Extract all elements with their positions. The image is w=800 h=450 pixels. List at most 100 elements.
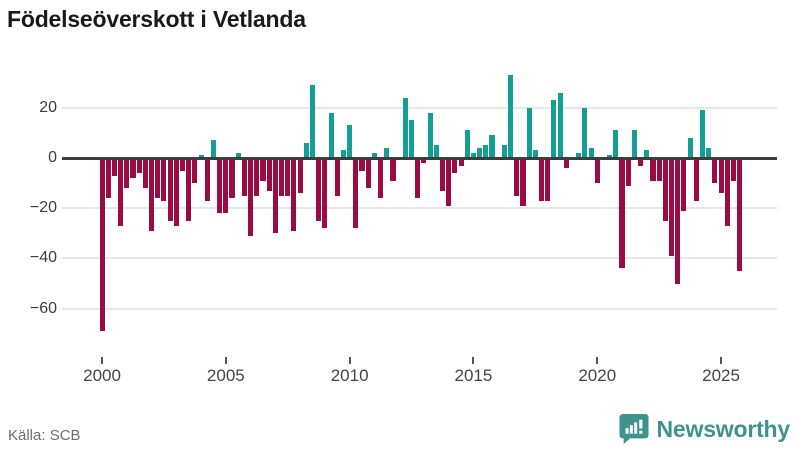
bar-2014-q4 — [464, 130, 470, 158]
bar-2005-q2 — [229, 158, 235, 199]
x-axis-tick-label: 2015 — [454, 366, 493, 385]
bar-2006-q4 — [266, 158, 272, 191]
bar-2020-q4 — [613, 130, 619, 158]
bar-2024-q3 — [706, 147, 712, 158]
bar-2012-q3 — [409, 120, 415, 158]
bar-2010-q3 — [359, 158, 365, 171]
bar-2022-q4 — [662, 158, 668, 221]
x-axis-tick — [596, 357, 599, 364]
gridline-y-60 — [62, 307, 777, 310]
bar-2012-q2 — [402, 97, 408, 158]
bar-2018-q3 — [557, 92, 563, 158]
bar-2008-q3 — [309, 85, 316, 158]
x-axis-tick-label: 2005 — [206, 366, 245, 385]
bar-2009-q2 — [328, 112, 334, 158]
bar-2011-q4 — [390, 158, 396, 181]
bar-2025-q2 — [724, 158, 730, 226]
bar-2024-q4 — [712, 158, 718, 184]
bar-2008-q2 — [303, 142, 309, 158]
bar-2019-q2 — [576, 152, 582, 158]
bar-2012-q4 — [415, 158, 421, 199]
x-axis-tick-label: 2020 — [578, 366, 617, 385]
bar-2022-q2 — [650, 158, 656, 181]
bar-2023-q2 — [675, 158, 681, 284]
bar-2016-q2 — [501, 145, 507, 158]
bar-2024-q2 — [699, 110, 706, 158]
bar-2007-q2 — [279, 158, 285, 196]
brand-lockup: Newsworthy — [618, 413, 791, 445]
y-axis-tick-label: −40 — [29, 249, 57, 267]
bar-2019-q4 — [588, 147, 594, 158]
zero-axis-line — [62, 156, 777, 160]
bar-2014-q1 — [446, 158, 452, 206]
bar-2001-q2 — [130, 158, 136, 179]
bar-2004-q4 — [217, 158, 223, 214]
bar-2017-q4 — [538, 158, 545, 201]
gridline-y-40 — [62, 257, 777, 260]
bar-2009-q4 — [340, 150, 346, 158]
bar-2008-q1 — [297, 158, 303, 194]
chart-title: Födelseöverskott i Vetlanda — [7, 6, 306, 32]
bar-2002-q1 — [149, 158, 155, 231]
bar-2000-q3 — [111, 158, 117, 176]
bar-2025-q1 — [718, 158, 724, 194]
source-label: Källa: SCB — [8, 427, 81, 444]
bar-2001-q3 — [136, 158, 142, 174]
x-axis-tick-label: 2000 — [83, 366, 121, 385]
brand-name: Newsworthy — [656, 415, 791, 442]
bar-2002-q3 — [161, 158, 167, 201]
bar-2004-q3 — [210, 140, 216, 158]
x-axis-tick — [720, 357, 723, 364]
bar-2002-q4 — [167, 158, 173, 221]
bar-2007-q1 — [272, 158, 278, 234]
bar-2015-q3 — [483, 145, 489, 158]
bar-2013-q2 — [427, 112, 433, 158]
gridline-y20 — [62, 106, 777, 109]
bar-2023-q3 — [681, 158, 687, 211]
bar-2018-q4 — [563, 158, 569, 169]
bar-2000-q4 — [118, 158, 124, 226]
bar-2017-q1 — [520, 158, 526, 206]
bar-2007-q4 — [291, 158, 297, 231]
bar-2021-q3 — [631, 130, 637, 158]
bar-2020-q1 — [594, 158, 600, 184]
x-axis-tick — [348, 357, 351, 364]
bar-2019-q3 — [582, 107, 588, 158]
bar-2011-q2 — [378, 158, 384, 199]
bar-2017-q3 — [532, 150, 538, 158]
bar-2021-q4 — [638, 158, 644, 166]
bar-2009-q3 — [334, 158, 340, 196]
bar-2005-q1 — [223, 158, 229, 214]
bar-2018-q2 — [551, 100, 557, 158]
bar-2013-q4 — [439, 158, 446, 191]
x-axis-tick-label: 2025 — [702, 366, 740, 385]
bar-2021-q1 — [619, 158, 625, 269]
y-axis-tick-label: 20 — [39, 98, 57, 116]
bar-2021-q2 — [625, 158, 631, 186]
bar-2008-q4 — [316, 158, 322, 221]
bar-2023-q1 — [668, 158, 675, 256]
bar-2013-q3 — [433, 145, 439, 158]
gridline-y-20 — [62, 207, 777, 210]
y-axis-tick-label: −60 — [29, 299, 57, 317]
bar-2023-q4 — [687, 137, 693, 158]
bar-2009-q1 — [322, 158, 328, 229]
bar-2022-q1 — [644, 150, 650, 158]
bar-2015-q2 — [477, 147, 483, 158]
x-axis-tick — [472, 357, 475, 364]
bar-2014-q2 — [452, 158, 458, 174]
bar-2025-q4 — [737, 158, 743, 271]
bar-2006-q2 — [254, 158, 260, 196]
bar-2002-q2 — [155, 158, 161, 199]
x-axis-tick — [101, 357, 104, 364]
bar-2017-q2 — [526, 107, 532, 158]
bar-2005-q4 — [241, 158, 247, 196]
y-axis-tick-label: 0 — [48, 149, 57, 166]
bar-2006-q3 — [260, 158, 266, 181]
bar-2000-q2 — [105, 158, 111, 199]
bar-2006-q1 — [248, 158, 254, 236]
bar-2016-q4 — [514, 158, 520, 196]
bar-2007-q3 — [285, 158, 291, 196]
bar-2003-q2 — [179, 158, 186, 171]
